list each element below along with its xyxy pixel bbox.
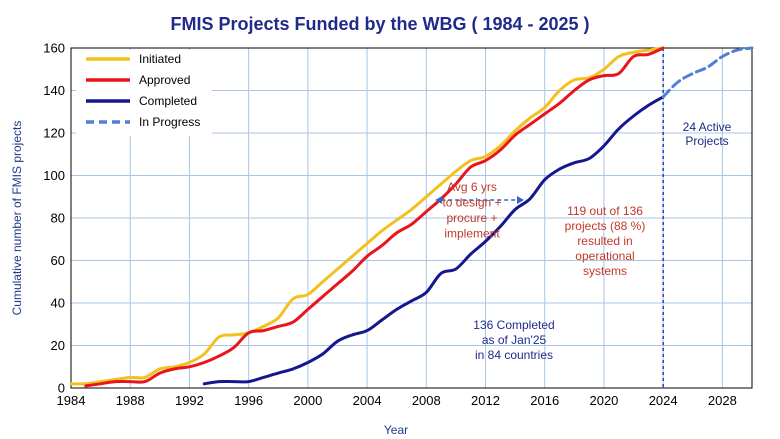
annotation-active-projects: 24 Active [683, 120, 732, 134]
y-tick-label: 100 [43, 168, 65, 183]
annotation-operational-systems: resulted in [577, 234, 632, 248]
y-axis-ticks: 0 20 40 60 80 100 120 140 160 [43, 41, 65, 396]
series-line-in-progress [661, 46, 754, 99]
y-axis-label: Cumulative number of FMIS projects [10, 121, 24, 316]
y-tick-label: 60 [51, 253, 65, 268]
x-tick-label: 2012 [471, 393, 500, 408]
x-tick-label: 1992 [175, 393, 204, 408]
annotation-design-period: Avg 6 yrs [447, 180, 497, 194]
x-tick-label: 2008 [412, 393, 441, 408]
annotation-operational-systems: systems [583, 264, 627, 278]
annotation-completed: 136 Completed [473, 318, 554, 332]
x-tick-label: 2000 [293, 393, 322, 408]
x-tick-label: 1984 [57, 393, 86, 408]
y-tick-label: 40 [51, 296, 65, 311]
annotation-design-period: procure + [446, 211, 497, 225]
legend-label-in-progress: In Progress [139, 115, 200, 129]
annotation-operational-systems: projects (88 %) [565, 219, 646, 233]
legend: Initiated Approved Completed In Progress [76, 50, 212, 136]
x-tick-label: 2020 [589, 393, 618, 408]
y-tick-label: 0 [58, 381, 65, 396]
series-lines [69, 46, 754, 388]
arrow-head-right [517, 195, 525, 204]
legend-label-completed: Completed [139, 94, 197, 108]
series-line-initiated [69, 46, 665, 386]
x-tick-label: 2024 [649, 393, 678, 408]
series-line-approved [84, 46, 665, 388]
annotation-design-period: implement [444, 227, 500, 241]
x-tick-label: 1988 [116, 393, 145, 408]
annotation-active-projects: Projects [685, 134, 728, 148]
x-axis-ticks: 1984 1988 1992 1996 2000 2004 2008 2012 2016 2020… [57, 393, 737, 408]
series-line-completed [202, 95, 665, 386]
annotation-completed: as of Jan'25 [482, 333, 547, 347]
y-tick-label: 80 [51, 211, 65, 226]
chart-title: FMIS Projects Funded by the WBG ( 1984 -… [170, 14, 589, 34]
x-tick-label: 2028 [708, 393, 737, 408]
annotation-operational-systems: 119 out of 136 [567, 204, 643, 218]
legend-background [76, 50, 212, 136]
x-tick-label: 2004 [353, 393, 382, 408]
annotation-design-period: to design + [442, 196, 501, 210]
annotations: Avg 6 yrs to design +procure + implement 11… [442, 120, 731, 362]
y-tick-label: 160 [43, 41, 65, 56]
annotation-operational-systems: operational [575, 249, 634, 263]
y-tick-label: 140 [43, 83, 65, 98]
y-tick-label: 120 [43, 126, 65, 141]
x-axis-label: Year [384, 423, 408, 437]
legend-label-approved: Approved [139, 73, 190, 87]
annotation-completed: in 84 countries [475, 348, 553, 362]
plot-area [70, 47, 753, 389]
y-tick-label: 20 [51, 338, 65, 353]
x-tick-label: 2016 [530, 393, 559, 408]
arrow-head-left [435, 195, 443, 204]
x-tick-label: 1996 [234, 393, 263, 408]
legend-label-initiated: Initiated [139, 52, 181, 66]
